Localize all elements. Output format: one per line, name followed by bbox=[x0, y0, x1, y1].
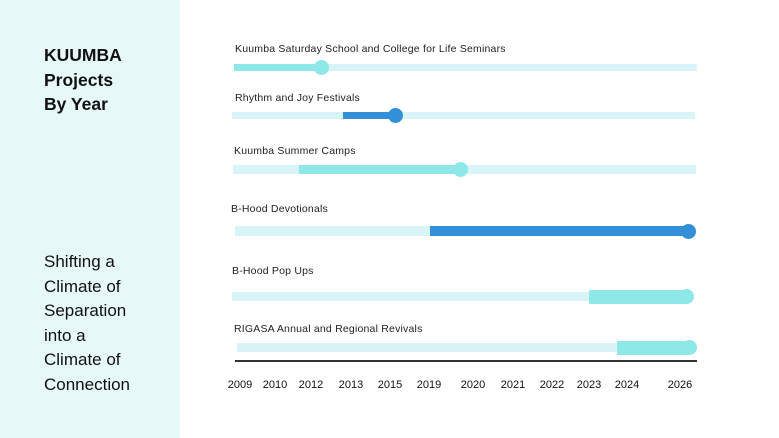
axis-tick-label: 2012 bbox=[298, 379, 324, 391]
project-end-dot bbox=[452, 162, 468, 177]
project-label: Kuumba Summer Camps bbox=[234, 145, 356, 157]
project-bar bbox=[617, 340, 689, 355]
tagline-line-3: Separation bbox=[44, 301, 127, 320]
project-end-dot bbox=[313, 60, 329, 75]
title-line-2: Projects bbox=[44, 69, 114, 90]
title-line-1: KUUMBA bbox=[44, 45, 122, 65]
axis-tick-label: 2021 bbox=[500, 379, 526, 391]
axis-tick-label: 2023 bbox=[576, 379, 602, 391]
axis-tick-label: 2020 bbox=[460, 379, 486, 391]
project-track bbox=[232, 112, 695, 119]
project-end-dot bbox=[387, 108, 403, 123]
project-end-dot bbox=[681, 340, 697, 355]
axis-tick-label: 2019 bbox=[416, 379, 442, 391]
axis-tick-label: 2010 bbox=[262, 379, 288, 391]
project-label: B-Hood Devotionals bbox=[231, 203, 328, 215]
axis-tick-label: 2026 bbox=[667, 379, 693, 391]
axis-tick-label: 2024 bbox=[614, 379, 640, 391]
tagline-line-6: Connection bbox=[44, 374, 131, 394]
project-bar bbox=[299, 165, 460, 174]
title-line-3: By Year bbox=[44, 94, 108, 114]
timeline-axis-line bbox=[235, 360, 697, 362]
project-bar bbox=[430, 226, 688, 236]
project-track bbox=[237, 343, 692, 352]
project-label: Rhythm and Joy Festivals bbox=[235, 92, 361, 104]
project-label: RIGASA Annual and Regional Revivals bbox=[234, 323, 423, 335]
tagline-line-1: Shifting a bbox=[44, 252, 115, 271]
tagline: Shifting a Climate of Separation into a … bbox=[44, 250, 179, 397]
tagline-line-2: Climate of bbox=[44, 276, 121, 296]
project-track bbox=[232, 292, 692, 301]
project-label: B-Hood Pop Ups bbox=[232, 265, 314, 277]
project-track bbox=[234, 64, 697, 71]
tagline-line-4: into a bbox=[44, 325, 86, 345]
project-end-dot bbox=[680, 223, 696, 239]
project-label: Kuumba Saturday School and College for L… bbox=[235, 43, 506, 55]
axis-tick-label: 2015 bbox=[377, 379, 403, 391]
tagline-line-5: Climate of bbox=[44, 350, 121, 369]
axis-tick-label: 2009 bbox=[227, 379, 253, 391]
sidebar-panel: KUUMBA Projects By Year Shifting a Clima… bbox=[0, 0, 180, 438]
axis-tick-label: 2022 bbox=[539, 379, 565, 391]
project-bar bbox=[234, 64, 321, 71]
project-bar bbox=[343, 112, 395, 119]
axis-tick-label: 2013 bbox=[338, 379, 364, 391]
page-title: KUUMBA Projects By Year bbox=[44, 43, 174, 117]
project-bar bbox=[589, 289, 686, 304]
project-end-dot bbox=[678, 289, 694, 304]
